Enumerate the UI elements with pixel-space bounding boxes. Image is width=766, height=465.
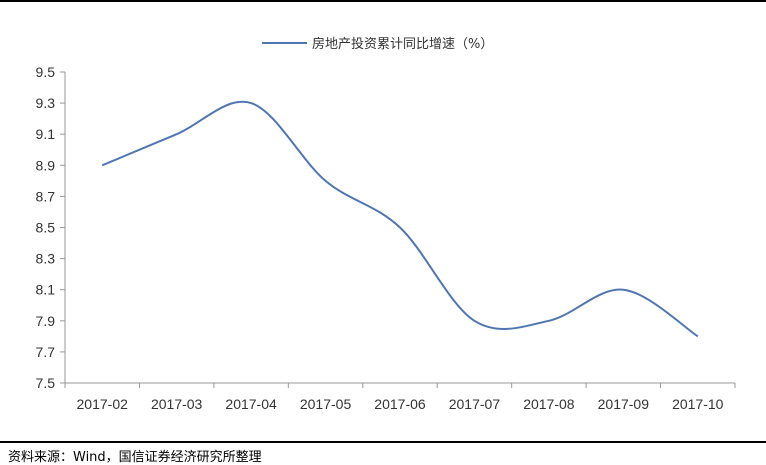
x-tick-label: 2017-08 bbox=[523, 396, 575, 412]
y-tick-label: 7.7 bbox=[36, 344, 56, 360]
x-tick-label: 2017-04 bbox=[225, 396, 277, 412]
x-tick-label: 2017-03 bbox=[151, 396, 203, 412]
series-group bbox=[101, 100, 699, 338]
y-tick-label: 9.5 bbox=[36, 64, 56, 80]
y-tick-label: 7.9 bbox=[36, 313, 56, 329]
y-tick-label: 8.3 bbox=[36, 251, 56, 267]
x-tick-label: 2017-10 bbox=[672, 396, 724, 412]
x-tick-label: 2017-06 bbox=[374, 396, 426, 412]
y-tick-label: 9.1 bbox=[36, 126, 56, 142]
line-chart: 房地产投资累计同比增速（%） 9.5 9.3 9.1 8.9 8.7 8.5 8.3 8.1 7… bbox=[36, 36, 736, 412]
y-ticks: 9.5 9.3 9.1 8.9 8.7 8.5 8.3 8.1 7.9 7.7 7.5 bbox=[36, 64, 65, 391]
x-tick-label: 2017-07 bbox=[449, 396, 501, 412]
y-tick-label: 8.1 bbox=[36, 282, 56, 298]
x-ticks: 2017-02 2017-03 2017-04 2017-05 2017-06 2017-… bbox=[64, 383, 736, 412]
top-rule bbox=[0, 0, 766, 2]
legend: 房地产投资累计同比增速（%） bbox=[262, 36, 493, 52]
legend-label: 房地产投资累计同比增速（%） bbox=[312, 36, 493, 52]
y-tick-label: 8.9 bbox=[36, 157, 56, 173]
x-tick-label: 2017-05 bbox=[300, 396, 352, 412]
bottom-rule bbox=[0, 441, 766, 443]
series-line bbox=[101, 100, 699, 338]
source-note: 资料来源：Wind，国信证券经济研究所整理 bbox=[8, 450, 262, 465]
y-tick-label: 7.5 bbox=[36, 375, 56, 391]
y-tick-label: 9.3 bbox=[36, 95, 56, 111]
y-tick-label: 8.5 bbox=[36, 220, 56, 236]
x-tick-label: 2017-09 bbox=[598, 396, 650, 412]
y-tick-label: 8.7 bbox=[36, 188, 56, 204]
x-tick-label: 2017-02 bbox=[77, 396, 129, 412]
